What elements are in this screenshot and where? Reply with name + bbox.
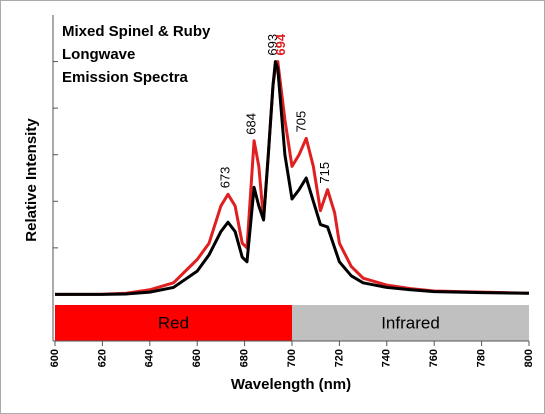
- x-tick-label: 740: [381, 349, 393, 367]
- band: [55, 305, 292, 341]
- peak-label: 673: [217, 167, 232, 189]
- chart-title: Longwave: [62, 46, 135, 63]
- band: [292, 305, 529, 341]
- x-tick-label: 680: [239, 349, 251, 367]
- x-axis-label: Wavelength (nm): [231, 376, 351, 393]
- x-tick-label: 620: [96, 349, 108, 367]
- peak-label: 684: [244, 113, 259, 135]
- band-label: Red: [158, 313, 189, 332]
- peak-label: 715: [317, 162, 332, 184]
- x-tick-label: 600: [49, 349, 61, 367]
- band-label: Infrared: [381, 313, 440, 332]
- peak-label: 693: [265, 34, 280, 56]
- series-line: [55, 60, 530, 296]
- peak-label: 705: [293, 111, 308, 133]
- chart-title: Mixed Spinel & Ruby: [62, 23, 211, 40]
- x-tick-label: 720: [333, 349, 345, 367]
- chart-title: Emission Spectra: [62, 69, 189, 86]
- peak-label: 694: [273, 33, 288, 55]
- x-tick-label: 780: [476, 349, 488, 367]
- x-tick-label: 640: [144, 349, 156, 367]
- x-tick-label: 800: [523, 349, 535, 367]
- x-tick-label: 700: [286, 349, 298, 367]
- y-axis-label: Relative Intensity: [23, 118, 40, 242]
- x-tick-label: 660: [191, 349, 203, 367]
- x-tick-label: 760: [428, 349, 440, 367]
